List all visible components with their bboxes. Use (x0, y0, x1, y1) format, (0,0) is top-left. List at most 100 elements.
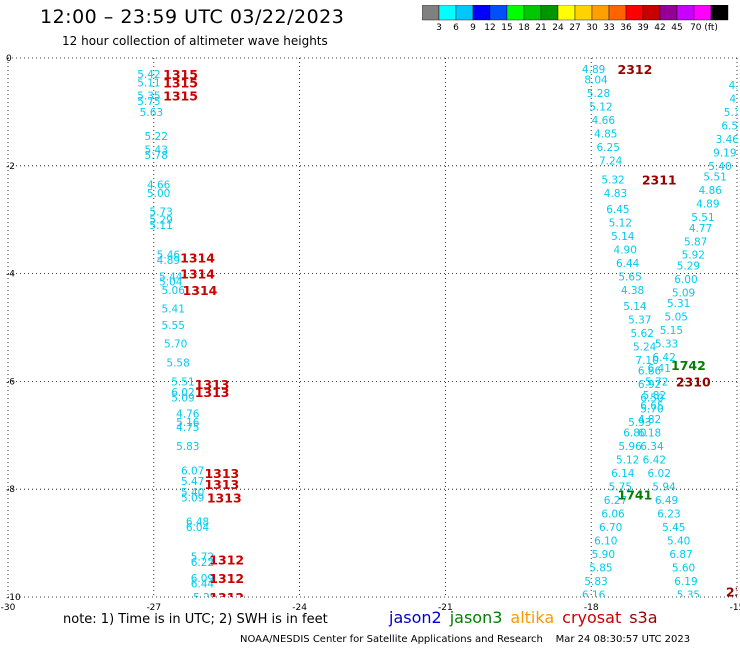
wave-height-value: 6.49 (655, 495, 678, 507)
wave-height-value: 4.89 (582, 64, 605, 76)
wave-height-value: 6.16 (582, 589, 606, 601)
pass-time-label: 1312 (209, 552, 244, 567)
colorbar-swatch (710, 5, 729, 21)
wave-height-value: 5.44 (159, 271, 183, 283)
pass-time-label: 1313 (195, 385, 230, 400)
wave-height-value: 6.00 (674, 274, 697, 286)
wave-height-value: 7.10 (635, 355, 658, 367)
legend-item-cryosat: cryosat (562, 608, 622, 627)
wave-height-value: 5.72 (191, 552, 214, 564)
colorbar-tick-label: 45 (671, 23, 682, 33)
pass-time-label: 1314 (183, 283, 218, 298)
wave-height-value: 5.31 (667, 298, 690, 310)
pass-time-label: 1313 (204, 466, 239, 481)
wave-height-value: 5.65 (618, 271, 641, 283)
data-layer: 5.425.115.355.755.635.225.435.784.665.00… (137, 62, 740, 605)
wave-height-value: 5.87 (684, 236, 707, 248)
pass-time-label: 1314 (180, 250, 215, 265)
wave-height-value: 6.27 (604, 495, 627, 507)
colorbar-tick-label: 33 (603, 23, 614, 33)
wave-height-value: 6.65 (640, 401, 663, 413)
source-text: NOAA/NESDIS Center for Satellite Applica… (240, 634, 543, 645)
wave-height-value: 5.32 (601, 174, 624, 186)
pass-time-label: 1741 (618, 488, 653, 503)
wave-height-value: 6.86 (638, 366, 662, 378)
x-tick-label: -21 (438, 603, 453, 610)
wave-height-value: 5.00 (147, 188, 170, 200)
wave-height-value: 4.76 (176, 409, 200, 421)
x-tick-label: -24 (292, 603, 307, 610)
wave-height-value: 4.66 (592, 115, 616, 127)
wave-height-value: 4.82 (638, 414, 661, 426)
wave-height-value: 6.44 (616, 258, 640, 270)
chart-subtitle: 12 hour collection of altimeter wave hei… (62, 34, 328, 48)
wave-height-value: 5.37 (628, 314, 651, 326)
wave-height-value: 5.43 (145, 145, 168, 157)
legend-item-s3a: s3a (629, 608, 658, 627)
wave-height-value: 6.23 (657, 508, 680, 520)
satellite-legend: jason2 jason3 altika cryosat s3a (389, 608, 666, 627)
wave-height-value: 4.4 (729, 80, 740, 92)
series-cryosat: 5.425.115.355.755.635.225.435.784.665.00… (137, 67, 244, 605)
colorbar-tick-label: 36 (620, 23, 632, 33)
wave-height-value: 5.75 (609, 482, 632, 494)
x-tick-label: -30 (1, 603, 16, 610)
wave-height-value: 5.83 (584, 576, 607, 588)
wave-height-value: 4.66 (147, 180, 171, 192)
wave-height-value: 5.46 (157, 250, 181, 262)
wave-height-value: 5.09 (171, 393, 194, 405)
wave-height-value: 6.70 (599, 522, 622, 534)
pass-time-label: 1315 (163, 75, 198, 90)
wave-height-value: 3.46 (716, 134, 740, 146)
wave-height-value: 5.83 (176, 441, 199, 453)
colorbar-tick-label: 21 (535, 23, 546, 33)
pass-time-label: 1742 (671, 358, 706, 373)
colorbar-tick-label: 12 (484, 23, 495, 33)
pass-time-label: 1315 (163, 89, 198, 104)
footer-source: NOAA/NESDIS Center for Satellite Applica… (240, 634, 690, 645)
colorbar-tick-label: 18 (518, 23, 530, 33)
colorbar-tick-label: 70 (ft) (690, 23, 718, 33)
wave-height-value: 5.92 (682, 250, 705, 262)
wave-height-value: 4.90 (614, 244, 637, 256)
wave-height-value: 6.50 (640, 393, 663, 405)
wave-height-value: 5.72 (645, 376, 668, 388)
wave-height-value: 8.04 (584, 75, 608, 87)
wave-height-value: 9.19 (713, 147, 736, 159)
wave-height-value: 5.12 (609, 217, 632, 229)
wave-height-value: 5.11 (137, 77, 160, 89)
wave-height-value: 5.29 (193, 592, 216, 604)
wave-height-value: 6.45 (606, 204, 629, 216)
wave-height-value: 5.47 (181, 476, 204, 488)
wave-height-value: 4.38 (621, 285, 644, 297)
colorbar-tick-label: 39 (637, 23, 649, 33)
wave-height-value: 5.29 (677, 261, 700, 273)
y-tick-label: -6 (6, 377, 15, 387)
wave-height-value: 5.24 (633, 341, 657, 353)
wave-height-value: 6.18 (638, 428, 661, 440)
x-tick-label: -15 (730, 603, 740, 610)
wave-height-value: 4. (730, 93, 740, 105)
pass-time-label: 1313 (204, 477, 239, 492)
wave-height-value: 4.86 (699, 185, 723, 197)
wave-height-value: 5.51 (703, 172, 726, 184)
pass-time-label: 23 (726, 585, 740, 600)
wave-height-value: 5.35 (137, 91, 160, 103)
wave-height-value: 6.41 (648, 363, 671, 375)
wave-height-value: 5.70 (164, 339, 187, 351)
wave-height-value: 6.02 (171, 387, 194, 399)
y-tick-label: -4 (6, 270, 15, 280)
wave-height-value: 6.04 (186, 522, 210, 534)
pass-time-label: 1312 (209, 590, 244, 605)
colorbar-tick-label: 42 (654, 23, 665, 33)
legend-item-jason2: jason2 (389, 608, 442, 627)
wave-height-value: 6.48 (186, 517, 209, 529)
wave-height-value: 5.28 (587, 88, 610, 100)
wave-height-value: 6.80 (623, 428, 646, 440)
x-tick-label: -18 (584, 603, 599, 610)
wave-height-value: 5.1 (724, 107, 740, 119)
y-tick-label: 0 (6, 54, 12, 64)
wave-height-value: 5.14 (611, 231, 635, 243)
wave-height-value: 5.60 (672, 562, 695, 574)
wave-height-value: 5.82 (643, 390, 666, 402)
